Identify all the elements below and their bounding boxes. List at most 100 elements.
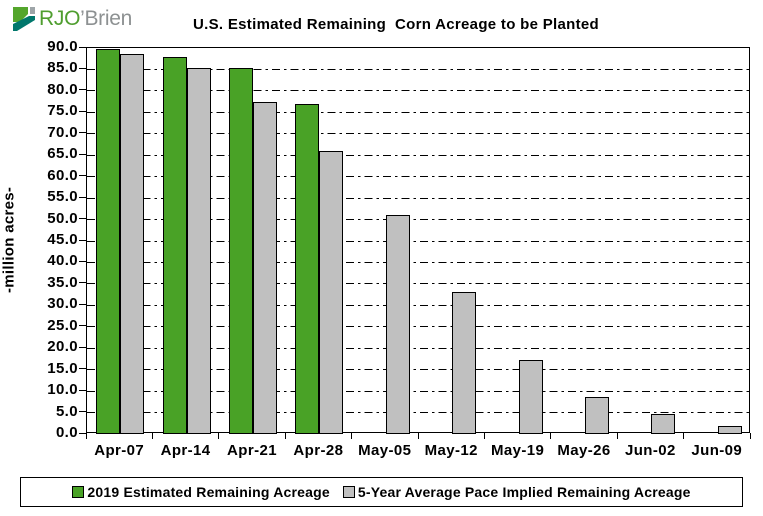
y-axis-title: -million acres- [0, 186, 18, 294]
y-tick [79, 175, 86, 177]
gridline [87, 283, 749, 285]
y-tick-label: 50.0 [47, 209, 78, 227]
chart-title: U.S. Estimated Remaining Corn Acreage to… [193, 16, 599, 33]
x-tick [351, 433, 353, 439]
y-tick-label: 90.0 [47, 38, 78, 55]
gridline [87, 304, 749, 306]
y-tick [79, 153, 86, 155]
legend: 2019 Estimated Remaining Acreage 5-Year A… [20, 477, 743, 507]
bar-5yr-average [651, 414, 676, 434]
bar-5yr-average [319, 150, 344, 434]
x-axis-label: Apr-21 [227, 442, 277, 459]
logo-text-brien: ’Brien [80, 7, 132, 30]
y-tick-label: 60.0 [47, 166, 78, 184]
y-tick [79, 239, 86, 241]
x-tick [749, 433, 751, 439]
x-axis-label: May-26 [557, 442, 611, 459]
y-tick [79, 303, 86, 305]
y-tick-label: 35.0 [47, 273, 78, 291]
bar-5yr-average [385, 215, 410, 434]
bar-5yr-average [186, 67, 211, 434]
y-tick-label: 40.0 [47, 252, 78, 270]
y-tick [79, 411, 86, 413]
y-tick [79, 89, 86, 91]
gridline [87, 240, 749, 242]
y-tick-label: 25.0 [47, 316, 78, 334]
x-axis-label: May-12 [424, 442, 478, 459]
gridline [87, 111, 749, 113]
y-tick [79, 282, 86, 284]
bar-2019-estimated [229, 67, 253, 434]
y-tick-label: 15.0 [47, 359, 78, 377]
logo-text-rjo: RJO [39, 7, 81, 30]
y-tick-label: 70.0 [47, 123, 78, 141]
y-tick [79, 260, 86, 262]
y-tick-label: 65.0 [47, 145, 78, 163]
y-tick-label: 75.0 [47, 102, 78, 120]
gridline [87, 133, 749, 135]
x-axis-label: May-05 [358, 442, 412, 459]
gridline [87, 261, 749, 263]
y-tick-label: 20.0 [47, 338, 78, 356]
legend-label-5yr: 5-Year Average Pace Implied Remaining Ac… [357, 484, 691, 500]
gridline [87, 176, 749, 178]
legend-label-2019: 2019 Estimated Remaining Acreage [87, 484, 330, 500]
gridline [87, 412, 749, 414]
legend-entry-2019: 2019 Estimated Remaining Acreage [72, 484, 330, 500]
y-tick-label: 55.0 [47, 188, 78, 206]
x-tick [284, 433, 286, 439]
gridline [87, 68, 749, 70]
x-axis-label: Apr-14 [160, 442, 211, 459]
gridline [87, 347, 749, 349]
y-tick [79, 110, 86, 112]
y-tick [79, 432, 86, 434]
y-tick [79, 196, 86, 198]
y-tick [79, 46, 86, 48]
x-tick [417, 433, 419, 439]
y-tick [79, 346, 86, 348]
bar-2019-estimated [162, 56, 187, 434]
x-tick [550, 433, 552, 439]
x-tick [151, 433, 153, 439]
x-tick [683, 433, 685, 439]
y-tick [79, 389, 86, 391]
legend-entry-5yr: 5-Year Average Pace Implied Remaining Ac… [342, 484, 691, 500]
bar-2019-estimated [96, 48, 121, 434]
logo-text: RJO’Brien [39, 7, 132, 31]
plot-area [86, 47, 750, 434]
company-logo: RJO’Brien [13, 7, 132, 31]
x-axis-label: Apr-28 [293, 442, 344, 459]
gridline [87, 390, 749, 392]
y-tick-label: 5.0 [55, 402, 78, 420]
y-tick-label: 0.0 [55, 424, 78, 441]
y-tick [79, 325, 86, 327]
y-tick-label: 10.0 [47, 381, 78, 399]
gridline [87, 219, 749, 221]
x-axis-label: Jun-09 [691, 442, 743, 459]
x-axis-label: May-19 [490, 442, 545, 459]
y-tick [79, 132, 86, 134]
y-tick [79, 218, 86, 220]
y-tick [79, 368, 86, 370]
gridline [87, 326, 749, 328]
bar-5yr-average [452, 291, 477, 434]
y-tick-label: 80.0 [47, 80, 78, 98]
x-tick [85, 433, 87, 439]
y-tick [79, 67, 86, 69]
gridline [87, 154, 749, 156]
y-tick-label: 85.0 [47, 59, 78, 77]
bar-2019-estimated [295, 103, 320, 434]
legend-swatch-5yr [342, 486, 355, 498]
bar-5yr-average [717, 425, 742, 434]
legend-swatch-2019 [72, 486, 85, 498]
x-tick [218, 433, 220, 439]
x-axis-label: Jun-02 [625, 442, 676, 459]
bar-5yr-average [120, 54, 145, 434]
gridline [87, 369, 749, 371]
y-tick-label: 30.0 [47, 295, 78, 313]
x-tick [616, 433, 618, 439]
x-tick [483, 433, 485, 439]
bar-5yr-average [253, 101, 277, 434]
bar-5yr-average [585, 396, 609, 434]
